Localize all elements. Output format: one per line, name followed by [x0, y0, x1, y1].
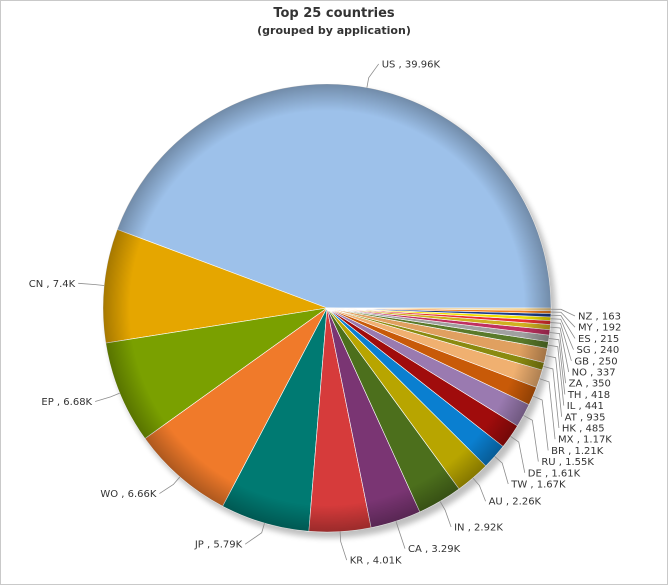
leader-line-tw	[494, 456, 509, 485]
slice-label-tw: TW , 1.67K	[510, 480, 566, 491]
leader-line-no	[550, 326, 570, 373]
leader-line-cn	[78, 282, 105, 286]
leader-line-za	[549, 332, 566, 384]
leader-line-hk	[543, 365, 560, 429]
slice-label-us: US , 39.96K	[382, 59, 441, 70]
leader-line-es	[550, 314, 576, 339]
slice-label-th: TH , 418	[567, 390, 610, 401]
leader-line-us	[366, 63, 380, 88]
leader-line-ep	[95, 392, 120, 402]
leader-line-at	[545, 355, 563, 417]
slice-label-il: IL , 441	[567, 401, 604, 412]
leader-line-jp	[244, 522, 265, 545]
slice-label-ru: RU , 1.55K	[541, 457, 594, 468]
leader-line-ca	[395, 521, 406, 549]
leader-line-my	[550, 311, 576, 328]
leader-line-wo	[159, 476, 181, 494]
slice-label-cn: CN , 7.4K	[29, 279, 76, 290]
slice-label-nz: NZ , 163	[578, 312, 621, 323]
leader-line-au	[472, 477, 486, 502]
leader-line-nz	[550, 308, 576, 317]
slice-label-my: MY , 192	[578, 323, 621, 334]
slice-label-in: IN , 2.92K	[454, 522, 503, 533]
leader-line-ru	[523, 415, 539, 462]
leader-line-kr	[339, 531, 348, 561]
slice-label-jp: JP , 5.79K	[194, 540, 243, 551]
leader-line-il	[547, 344, 565, 406]
leader-line-th	[548, 338, 566, 395]
slice-label-br: BR , 1.21K	[551, 446, 604, 457]
slice-label-es: ES , 215	[578, 334, 619, 345]
chart-title: Top 25 countries	[273, 6, 395, 21]
slice-label-gb: GB , 250	[574, 356, 617, 367]
slice-label-hk: HK , 485	[562, 424, 605, 435]
slice-label-sg: SG , 240	[577, 345, 620, 356]
leader-line-sg	[550, 318, 574, 350]
slice-label-wo: WO , 6.66K	[100, 489, 157, 500]
chart-subtitle: (grouped by application)	[257, 24, 411, 37]
slice-label-at: AT , 935	[565, 412, 606, 423]
slice-label-ca: CA , 3.29K	[408, 544, 461, 555]
slice-label-mx: MX , 1.17K	[558, 435, 612, 446]
leader-line-in	[439, 501, 452, 528]
slice-label-de: DE , 1.61K	[528, 468, 581, 479]
leader-line-mx	[539, 378, 556, 440]
slice-label-kr: KR , 4.01K	[350, 556, 402, 567]
slice-label-za: ZA , 350	[569, 379, 611, 390]
leader-line-gb	[550, 322, 572, 361]
slice-label-no: NO , 337	[572, 368, 616, 379]
slice-label-ep: EP , 6.68K	[41, 397, 92, 408]
slice-label-au: AU , 2.26K	[489, 497, 542, 508]
leader-line-de	[510, 436, 526, 473]
leader-line-br	[532, 395, 549, 451]
